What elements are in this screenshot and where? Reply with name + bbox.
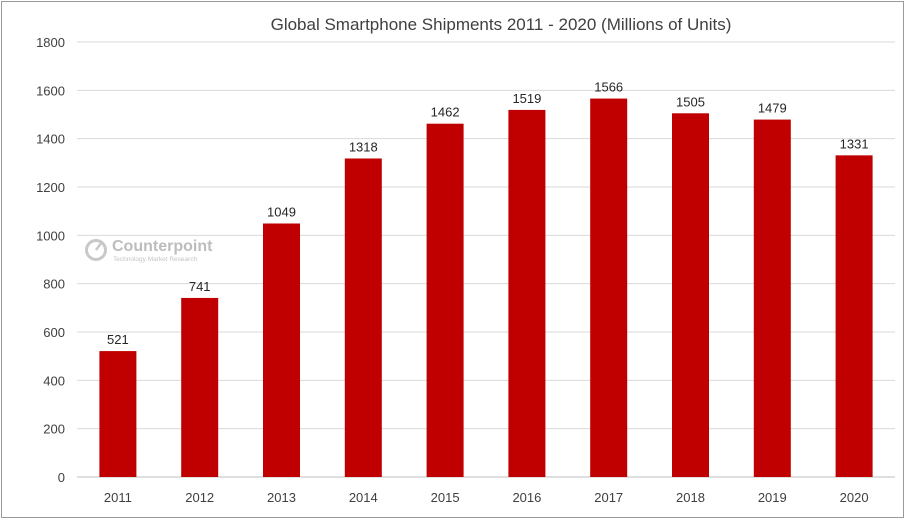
bar — [99, 351, 137, 477]
bar — [426, 123, 464, 477]
bar — [672, 113, 709, 478]
x-tick-label: 2016 — [512, 490, 541, 505]
x-tick-label: 2019 — [758, 490, 787, 505]
data-label: 1331 — [840, 136, 869, 151]
bar — [753, 119, 791, 477]
x-tick-label: 2011 — [104, 490, 132, 505]
data-label: 1479 — [758, 101, 787, 116]
y-tick-label: 600 — [43, 325, 65, 340]
watermark-subtitle: Technology Market Research — [113, 256, 198, 263]
y-tick-label: 400 — [43, 373, 65, 388]
bar — [590, 98, 628, 478]
data-label: 1505 — [676, 94, 705, 109]
y-tick-label: 200 — [43, 422, 65, 437]
bar — [508, 109, 546, 478]
x-tick-label: 2020 — [840, 490, 869, 505]
y-tick-label: 1600 — [36, 83, 65, 98]
watermark-logo-icon — [85, 239, 107, 261]
x-tick-label: 2015 — [431, 490, 460, 505]
x-tick-label: 2013 — [267, 490, 296, 505]
x-tick-label: 2012 — [185, 490, 214, 505]
x-tick-label: 2018 — [676, 490, 705, 505]
data-label: 1462 — [431, 105, 460, 120]
y-tick-label: 1800 — [36, 35, 65, 50]
data-labels: 521 741 1049 1318 1462 1519 1566 1505 1479 1331 — [107, 80, 869, 348]
data-label: 1519 — [512, 91, 541, 106]
y-axis-ticks: 0 200 400 600 800 1000 1200 1400 1600 1800 — [36, 35, 65, 485]
x-axis-ticks: 2011 2012 2013 2014 2015 2016 2017 2018 2019 2020 — [104, 490, 869, 505]
data-label: 521 — [107, 332, 129, 347]
data-label: 1049 — [267, 204, 296, 219]
x-tick-label: 2014 — [349, 490, 378, 505]
y-tick-label: 0 — [58, 470, 65, 485]
watermark-logo-needle — [95, 241, 103, 251]
watermark-name: Counterpoint — [112, 238, 213, 255]
bar — [263, 223, 300, 477]
y-tick-label: 1000 — [36, 228, 65, 243]
bar — [835, 155, 873, 477]
bar — [344, 158, 382, 477]
data-label: 1566 — [594, 80, 623, 95]
bars — [99, 98, 873, 478]
data-label: 1318 — [349, 139, 378, 154]
bar — [181, 297, 219, 477]
data-label: 741 — [189, 279, 211, 294]
y-tick-label: 800 — [43, 277, 65, 292]
counterpoint-watermark: Counterpoint Technology Market Research — [85, 238, 213, 263]
y-tick-label: 1400 — [36, 132, 65, 147]
chart-title: Global Smartphone Shipments 2011 - 2020 … — [271, 15, 732, 34]
y-tick-label: 1200 — [36, 180, 65, 195]
x-tick-label: 2017 — [594, 490, 623, 505]
